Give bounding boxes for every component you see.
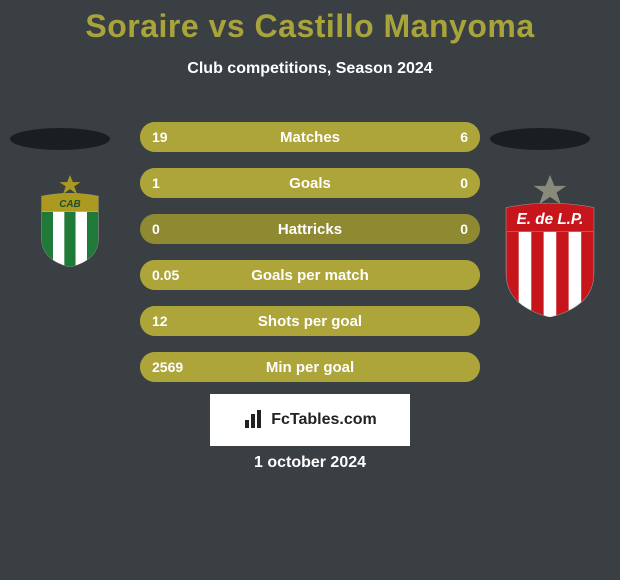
- right-team-badge: E. de L.P.: [495, 175, 605, 317]
- stat-row: 196Matches: [140, 122, 480, 152]
- svg-text:CAB: CAB: [59, 199, 80, 210]
- stat-row: 12Shots per goal: [140, 306, 480, 336]
- stat-label: Hattricks: [140, 214, 480, 244]
- right-shadow-ellipse: [490, 128, 590, 150]
- stat-row: 2569Min per goal: [140, 352, 480, 382]
- brand-text: FcTables.com: [271, 411, 377, 429]
- comparison-infographic: Soraire vs Castillo Manyoma Club competi…: [0, 0, 620, 580]
- svg-text:E. de L.P.: E. de L.P.: [517, 211, 584, 228]
- subtitle: Club competitions, Season 2024: [0, 60, 620, 78]
- stat-label: Shots per goal: [140, 306, 480, 336]
- page-title: Soraire vs Castillo Manyoma: [0, 8, 620, 45]
- footer-brand: FcTables.com: [210, 394, 410, 446]
- stat-label: Goals per match: [140, 260, 480, 290]
- stat-label: Min per goal: [140, 352, 480, 382]
- stat-label: Goals: [140, 168, 480, 198]
- stat-row: 0.05Goals per match: [140, 260, 480, 290]
- stat-bars: 196Matches 10Goals 00Hattricks 0.05Goals pe…: [140, 122, 480, 398]
- stat-label: Matches: [140, 122, 480, 152]
- left-team-badge: CAB: [20, 175, 120, 267]
- chart-bars-icon: [243, 408, 265, 433]
- left-shadow-ellipse: [10, 128, 110, 150]
- stat-row: 00Hattricks: [140, 214, 480, 244]
- stat-row: 10Goals: [140, 168, 480, 198]
- date-label: 1 october 2024: [0, 454, 620, 472]
